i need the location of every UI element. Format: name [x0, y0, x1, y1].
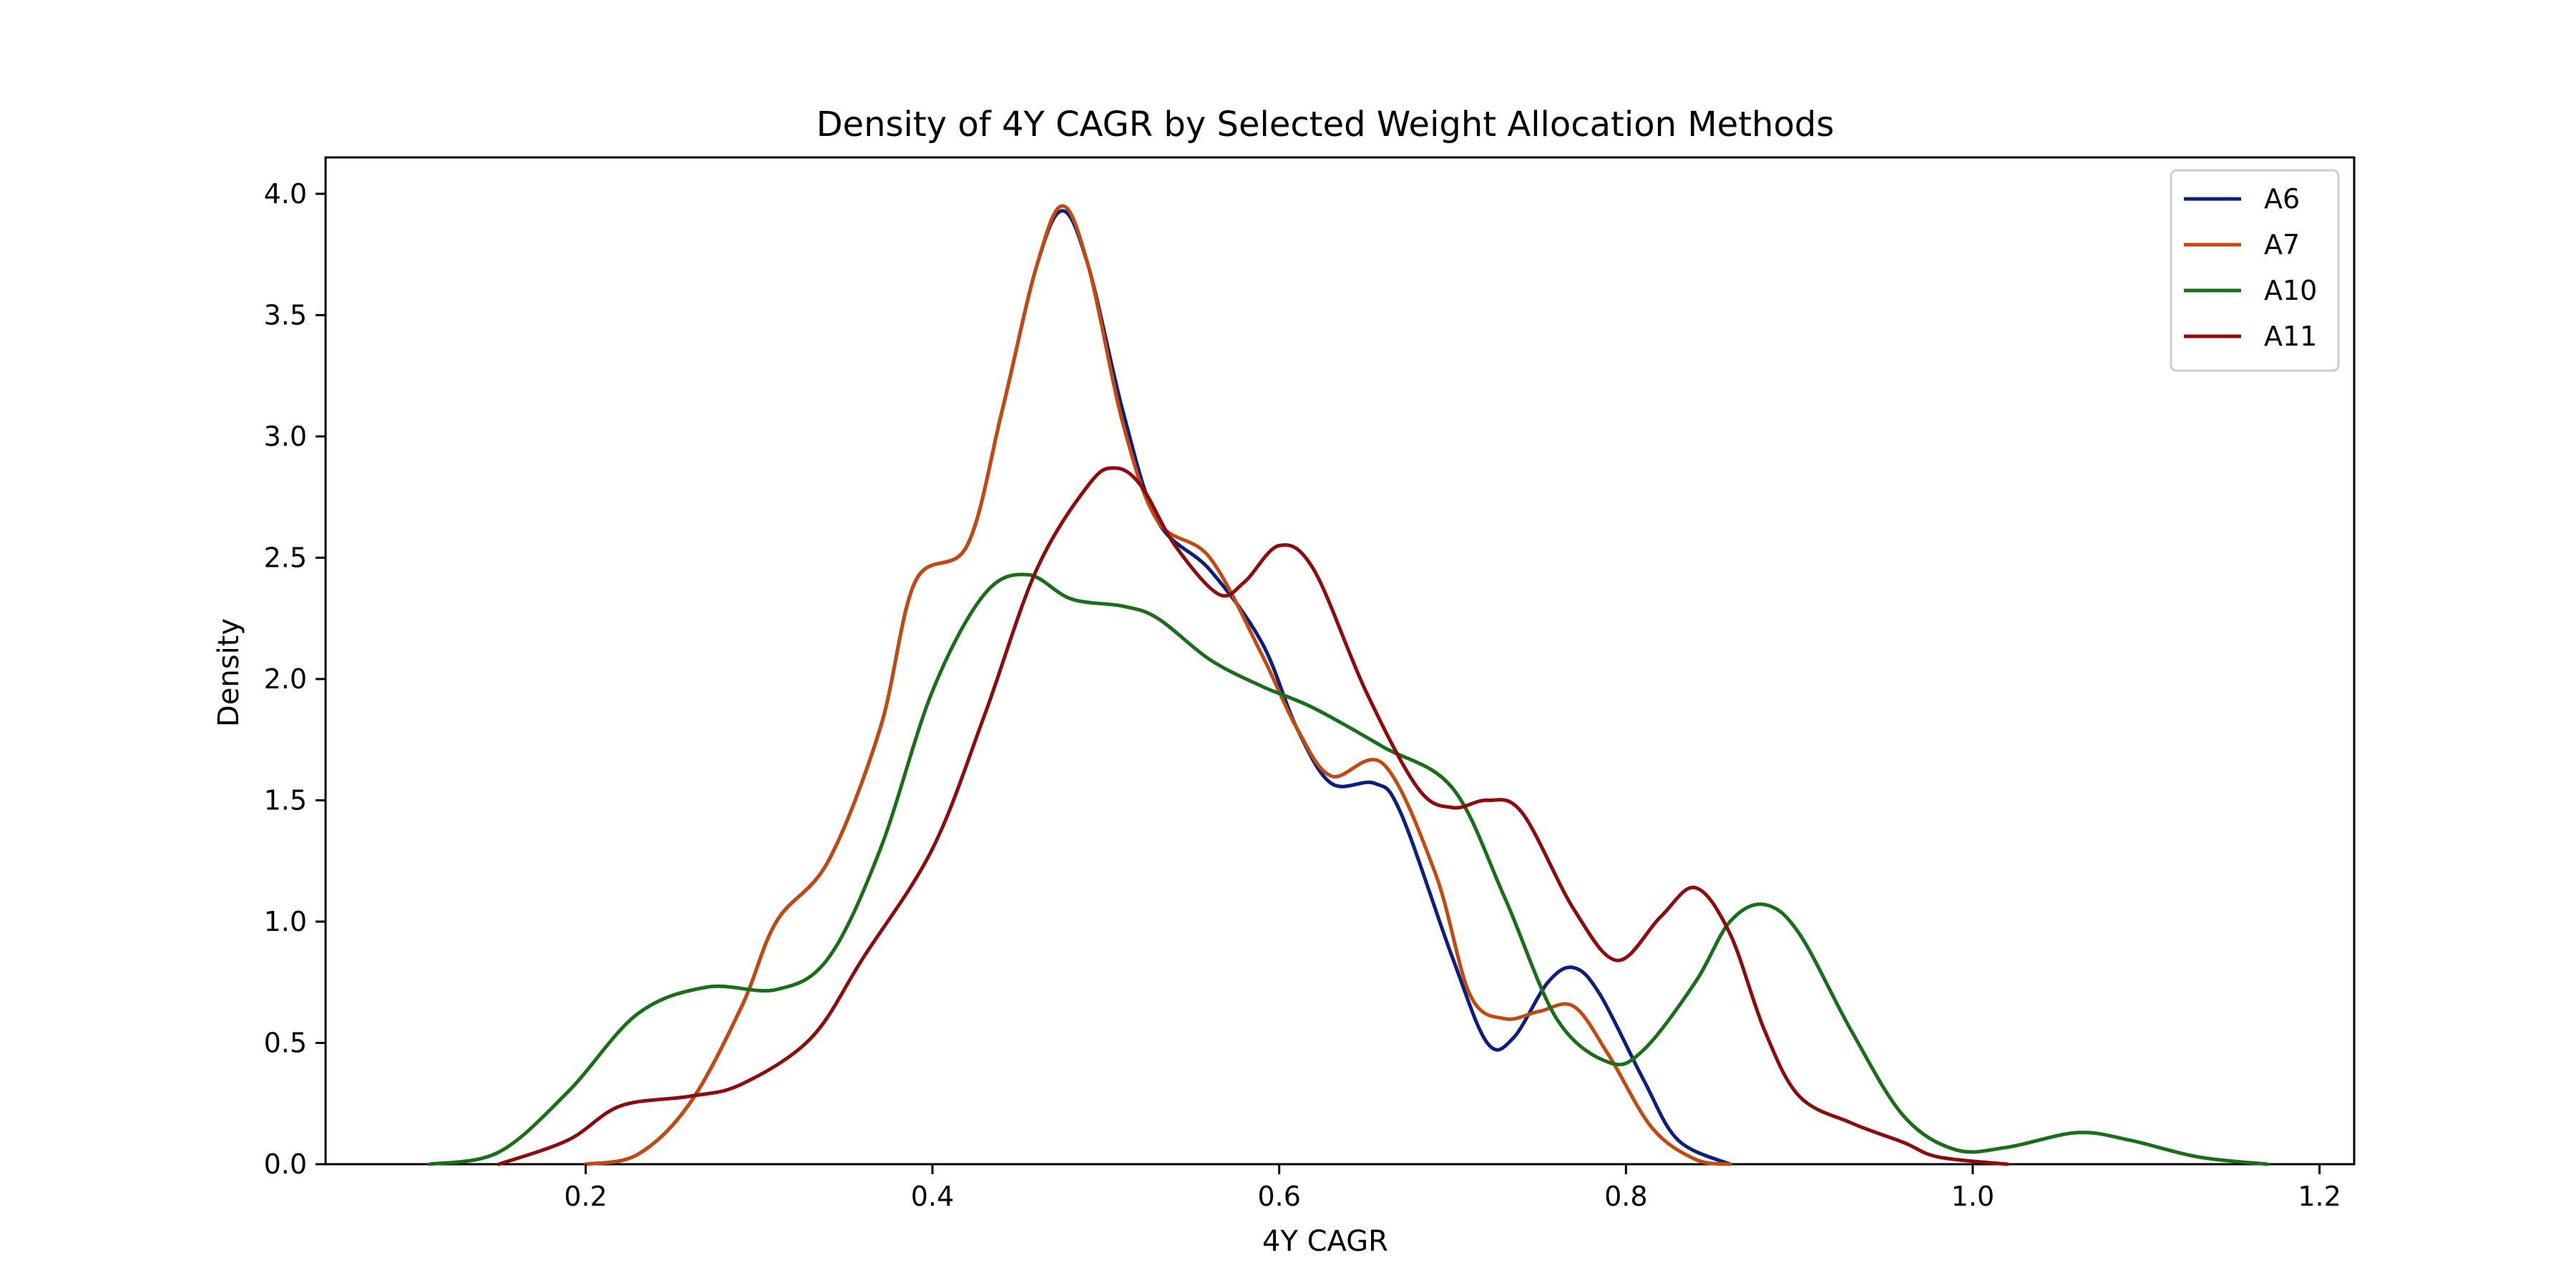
y-tick-label: 2.0 [264, 663, 307, 695]
y-tick-label: 2.5 [264, 542, 307, 573]
y-tick-label: 3.0 [264, 421, 307, 452]
x-tick-label: 1.2 [2298, 1181, 2341, 1212]
y-tick-label: 0.5 [264, 1027, 307, 1058]
y-tick-label: 1.5 [264, 784, 307, 816]
y-axis-ticks: 0.0 0.5 1.0 1.5 2.0 2.5 3.0 3.5 4.0 [264, 178, 326, 1180]
y-tick-label: 1.0 [264, 906, 307, 937]
series-line-a10 [427, 572, 2270, 1166]
x-tick-label: 0.8 [1604, 1181, 1647, 1212]
legend-box [2170, 169, 2340, 372]
y-tick-label: 0.0 [264, 1148, 307, 1180]
y-axis-label: Density [213, 618, 245, 727]
legend-label-a11: A11 [2264, 321, 2317, 352]
x-tick-label: 1.0 [1951, 1181, 1994, 1212]
y-tick-label: 4.0 [264, 178, 307, 210]
legend-label-a7: A7 [2264, 229, 2300, 260]
legend: A6 A7 A10 A11 [2170, 169, 2340, 372]
legend-label-a10: A10 [2264, 275, 2317, 306]
legend-label-a6: A6 [2264, 183, 2300, 215]
x-tick-label: 0.6 [1257, 1181, 1300, 1212]
x-tick-label: 0.4 [911, 1181, 954, 1212]
chart-title: Density of 4Y CAGR by Selected Weight Al… [816, 104, 1835, 145]
plot-frame [324, 156, 2356, 1166]
series-line-a7 [584, 204, 1732, 1166]
x-axis-ticks: 0.2 0.4 0.6 0.8 1.0 1.2 [564, 1164, 2341, 1212]
plot-area [324, 156, 2356, 1166]
y-tick-label: 3.5 [264, 299, 307, 331]
x-tick-label: 0.2 [564, 1181, 607, 1212]
series-line-a11 [497, 466, 2009, 1166]
x-axis-label: 4Y CAGR [1262, 1225, 1388, 1258]
